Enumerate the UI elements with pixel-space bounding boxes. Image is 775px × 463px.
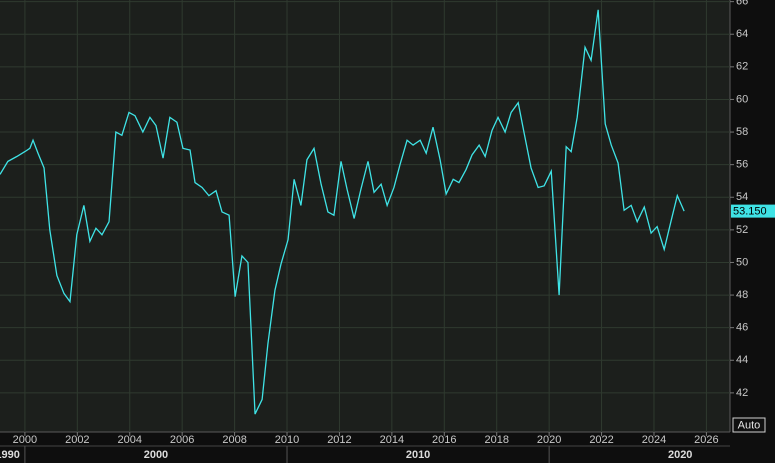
series [0, 9, 685, 415]
x-tick-label: 2006 [170, 434, 194, 446]
x-tick-label: 2024 [642, 434, 666, 446]
y-tick-label: 44 [736, 354, 748, 366]
decade-label: 2010 [406, 449, 430, 461]
x-tick-label: 2018 [484, 434, 508, 446]
y-tick-label: 48 [736, 289, 748, 301]
y-tick-label: 64 [736, 28, 748, 40]
x-tick-label: 2002 [65, 434, 89, 446]
decade-label: 2000 [144, 449, 168, 461]
x-tick-label: 2000 [13, 434, 37, 446]
y-tick-label: 52 [736, 224, 748, 236]
x-tick-label: 2008 [222, 434, 246, 446]
y-tick-label: 42 [736, 387, 748, 399]
last-value-label: 53.150 [733, 206, 767, 218]
y-axis-area [730, 0, 775, 463]
x-tick-label: 2010 [275, 434, 299, 446]
x-tick-label: 2004 [118, 434, 142, 446]
y-tick-label: 50 [736, 256, 748, 268]
x-tick-label: 2020 [537, 434, 561, 446]
last-value-tag [731, 204, 775, 218]
line-series [0, 9, 685, 415]
y-tick-label: 60 [736, 93, 748, 105]
grid [0, 0, 730, 432]
x-tick-label: 2026 [694, 434, 718, 446]
x-tick-label: 2016 [432, 434, 456, 446]
y-tick-label: 58 [736, 126, 748, 138]
y-tick-label: 66 [736, 0, 748, 8]
x-tick-label: 2012 [327, 434, 351, 446]
y-tick-label: 56 [736, 159, 748, 171]
y-tick-label: 54 [736, 191, 748, 203]
decade-label: 2020 [668, 449, 692, 461]
auto-button[interactable] [732, 417, 766, 433]
x-tick-label: 2022 [589, 434, 613, 446]
y-tick-label: 62 [736, 61, 748, 73]
decade-label: 1990 [0, 449, 20, 461]
x-tick-label: 2014 [380, 434, 404, 446]
y-tick-label: 46 [736, 322, 748, 334]
auto-button-label[interactable]: Auto [738, 419, 761, 431]
